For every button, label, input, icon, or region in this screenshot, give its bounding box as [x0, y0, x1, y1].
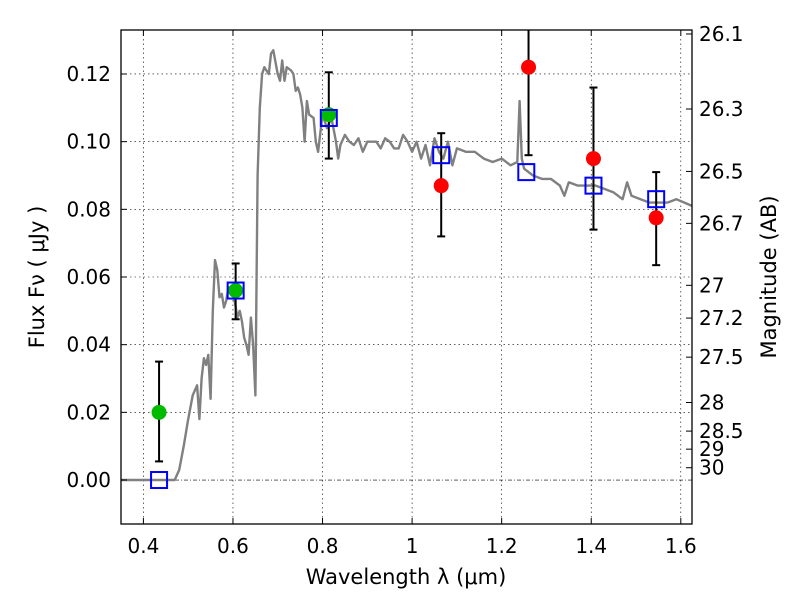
right-tick-label: 26.5: [699, 159, 744, 183]
right-tick-label: 26.3: [699, 97, 744, 121]
x-ticks: 0.4 0.6 0.8 1 1.2 1.4 1.6: [127, 30, 697, 558]
model-square-marker: [584, 176, 603, 195]
x-tick-label: 1.2: [486, 534, 518, 558]
observed-point-marker: [521, 59, 537, 75]
right-tick-label: 26.1: [699, 22, 744, 46]
model-square-marker: [517, 163, 536, 182]
x-tick-label: 1.6: [665, 534, 697, 558]
right-tick-label: 29: [699, 437, 724, 461]
model-square-marker: [432, 146, 451, 165]
y-tick-label: 0.08: [66, 197, 111, 221]
y-tick-label: 0.10: [66, 130, 111, 154]
right-tick-label: 27.2: [699, 306, 744, 330]
x-tick-label: 1.4: [575, 534, 607, 558]
x-axis-label: Wavelength λ (μm): [306, 565, 507, 589]
right-tick-label: 27.5: [699, 345, 744, 369]
right-tick-label: 28.5: [699, 419, 744, 443]
x-tick-label: 1: [406, 534, 419, 558]
y-tick-label: 0.06: [66, 265, 111, 289]
observed-point-marker: [648, 210, 664, 226]
right-tick-label: 30: [699, 456, 724, 480]
model-square-marker: [319, 108, 338, 127]
x-tick-label: 0.6: [217, 534, 249, 558]
model-square-marker: [150, 471, 169, 490]
y-tick-label: 0.02: [66, 400, 111, 424]
observed-point-marker: [585, 151, 601, 167]
model-squares: [150, 108, 666, 490]
y-tick-label: 0.12: [66, 62, 111, 86]
x-tick-label: 0.8: [307, 534, 339, 558]
right-axis-label: Magnitude (AB): [757, 195, 781, 358]
observed-point-marker: [433, 178, 449, 194]
y-axis-label: Flux Fν ( μJy ): [25, 206, 49, 349]
model-square-marker: [226, 281, 245, 300]
x-tick-label: 0.4: [127, 534, 159, 558]
y-tick-label: 0.04: [66, 333, 111, 357]
right-tick-label: 28: [699, 391, 724, 415]
observed-point-marker: [228, 283, 244, 299]
right-tick-label: 26.7: [699, 211, 744, 235]
model-square-marker: [647, 190, 666, 209]
y-ticks: 0.00 0.02 0.04 0.06 0.08 0.10 0.12: [66, 62, 127, 492]
y-tick-label: 0.00: [66, 468, 111, 492]
observed-point-marker: [151, 404, 167, 420]
right-tick-label: 27: [699, 273, 724, 297]
